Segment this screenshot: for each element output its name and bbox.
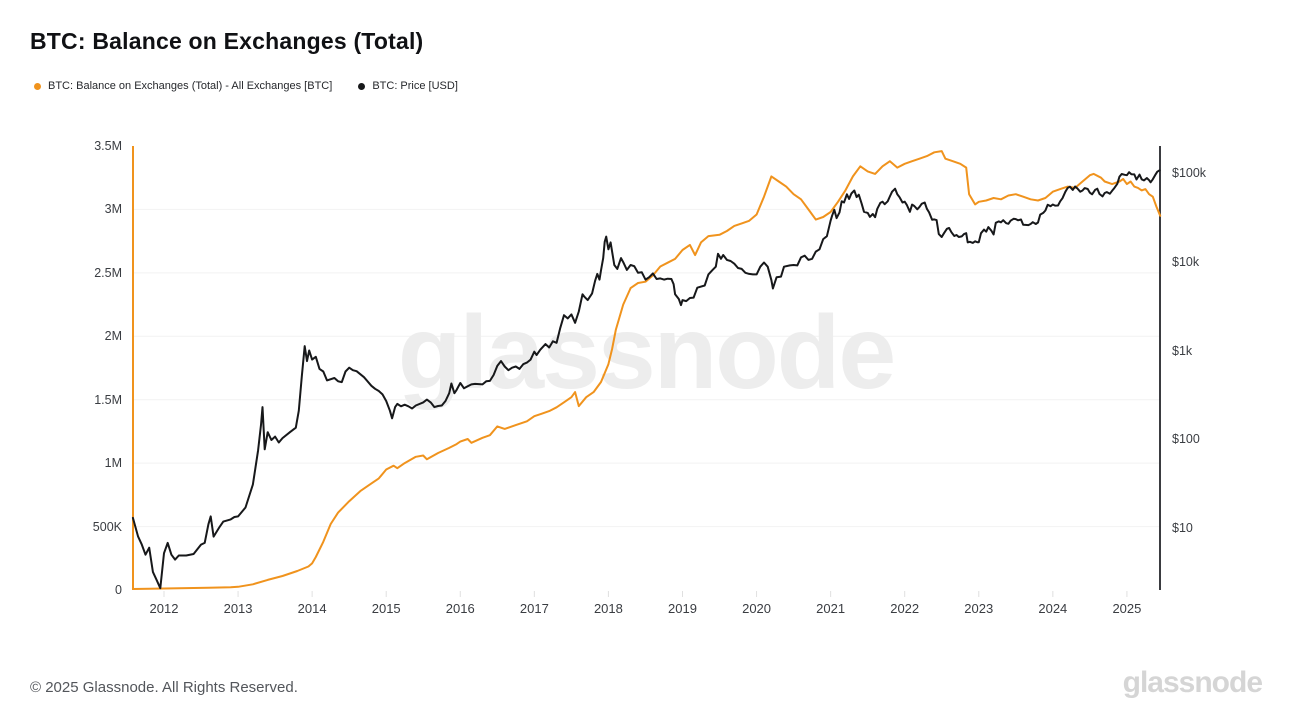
balance-line — [131, 150, 1162, 590]
left-axis-tick-label: 2.5M — [94, 265, 122, 280]
x-axis-tick-label: 2012 — [149, 601, 179, 616]
right-axis-tick-label: $100k — [1172, 166, 1207, 180]
balance-series-dot-icon — [34, 82, 41, 90]
legend: BTC: Balance on Exchanges (Total) - All … — [34, 80, 458, 92]
glassnode-logo: glassnode — [1122, 666, 1263, 699]
price-series-dot-icon — [358, 82, 366, 90]
legend-item-balance[interactable]: BTC: Balance on Exchanges (Total) - All … — [34, 80, 332, 92]
x-axis-tick-label: 2024 — [1038, 601, 1068, 616]
x-axis-tick-label: 2018 — [593, 601, 623, 616]
copyright-text: © 2025 Glassnode. All Rights Reserved. — [30, 679, 298, 696]
left-axis-tick-label: 3M — [104, 202, 122, 217]
x-axis-tick-label: 2025 — [1112, 601, 1142, 616]
left-axis-tick-label: 1M — [104, 456, 122, 471]
chart-plot-area[interactable] — [133, 146, 1160, 590]
x-axis-tick-label: 2015 — [371, 601, 401, 616]
legend-item-price[interactable]: BTC: Price [USD] — [358, 80, 458, 92]
page-title: BTC: Balance on Exchanges (Total) — [30, 28, 424, 54]
x-axis-tick-label: 2017 — [519, 601, 549, 616]
left-axis-tick-label: 1.5M — [94, 392, 122, 407]
x-axis-tick-label: 2023 — [964, 601, 994, 616]
right-axis-tick-label: $100 — [1172, 432, 1200, 447]
x-axis-tick-label: 2021 — [816, 601, 846, 616]
x-axis-tick-label: 2019 — [668, 601, 697, 616]
x-axis-tick-label: 2013 — [223, 601, 253, 616]
left-axis-tick-label: 2M — [104, 329, 122, 344]
x-axis-tick-label: 2016 — [445, 601, 475, 616]
legend-label-price: BTC: Price [USD] — [372, 80, 458, 92]
left-axis-tick-label: 500K — [92, 519, 122, 534]
left-axis-tick-label: 0 — [115, 583, 122, 597]
legend-label-balance: BTC: Balance on Exchanges (Total) - All … — [48, 80, 333, 92]
right-axis-tick-label: $10 — [1172, 521, 1193, 535]
right-axis-tick-label: $10k — [1172, 254, 1200, 269]
x-axis-tick-label: 2022 — [890, 601, 920, 616]
left-axis-tick-label: 3.5M — [94, 139, 122, 153]
glassnode-watermark: glassnode — [397, 295, 896, 411]
price-line — [131, 169, 1161, 590]
x-axis-tick-label: 2020 — [742, 601, 772, 616]
x-axis-tick-label: 2014 — [297, 601, 327, 616]
right-axis-tick-label: $1k — [1172, 343, 1193, 358]
